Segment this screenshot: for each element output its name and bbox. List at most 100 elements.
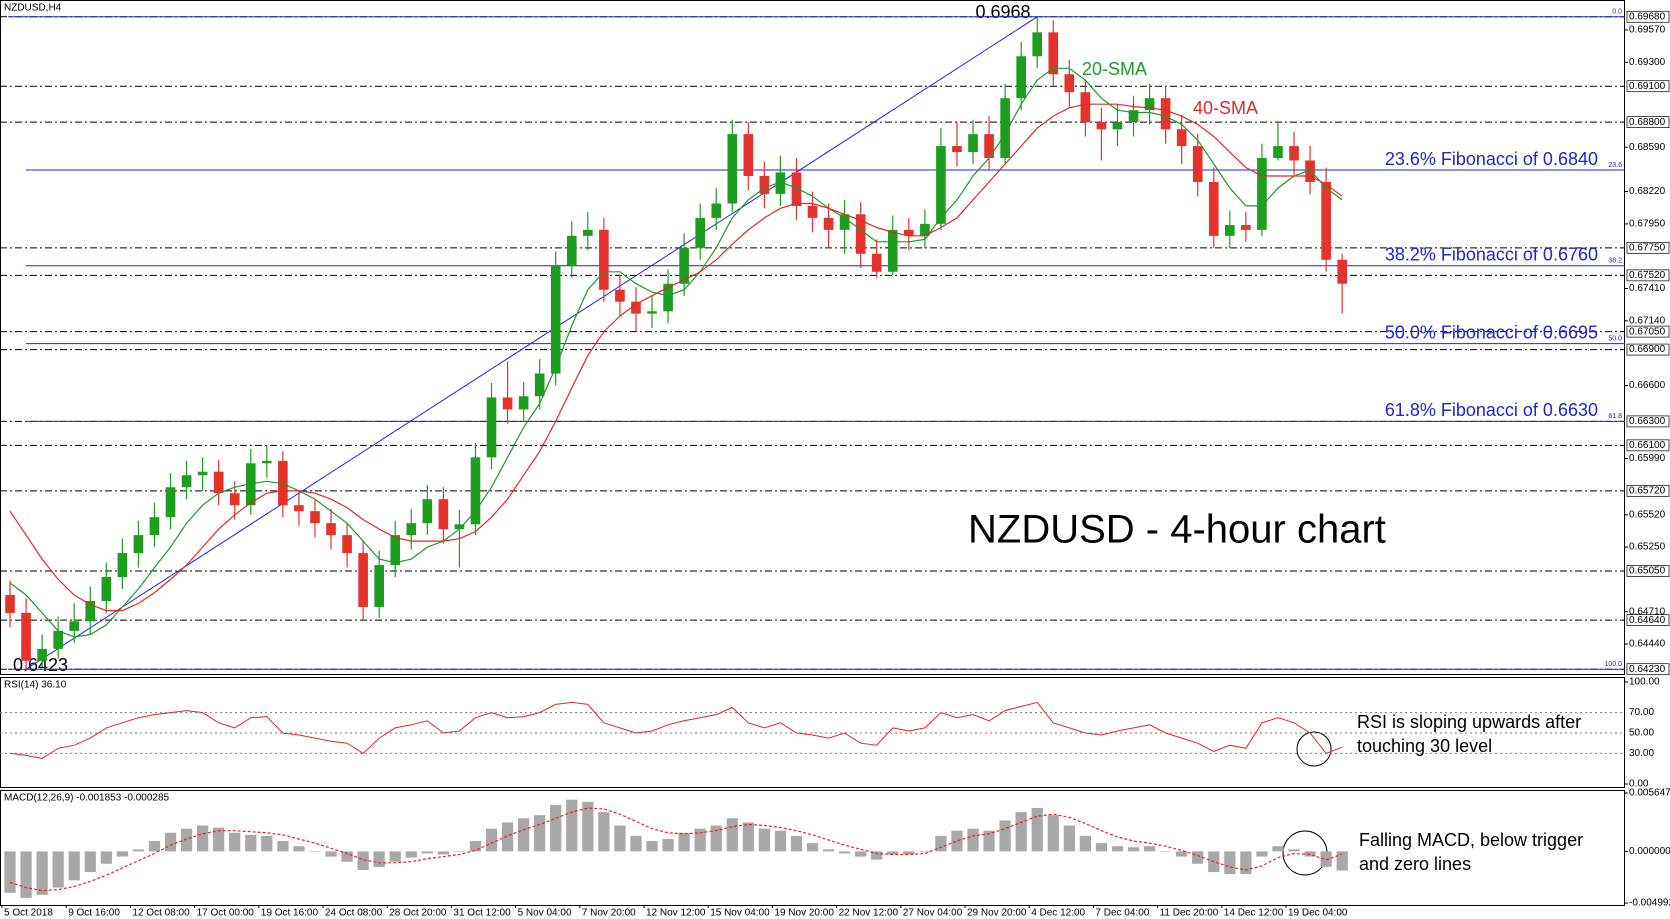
trendline [25, 16, 1038, 670]
rsi-note: touching 30 level [1357, 736, 1492, 756]
sma-line [9, 103, 1343, 612]
price-panel [0, 0, 1625, 675]
signal-line [9, 807, 1343, 892]
fib-label: 50.0% Fibonacci of 0.6695 [1385, 322, 1598, 342]
candle-body [294, 505, 304, 512]
candle-body [470, 457, 481, 525]
macd-bar [4, 851, 16, 893]
candle-body [85, 600, 96, 622]
macd-bar [903, 851, 915, 855]
y-tick-label: 70.00 [1629, 707, 1654, 718]
macd-bar [790, 835, 803, 852]
y-tick-label: 0.66600 [1629, 380, 1666, 391]
candle-body [807, 205, 818, 218]
macd-bar [710, 825, 722, 852]
x-tick-label: 9 Oct 16:00 [68, 908, 120, 919]
y-tick-label: 0.68590 [1629, 142, 1666, 153]
candle-body [1176, 129, 1187, 147]
macd-bar [887, 851, 899, 855]
y-tick-label: 50.00 [1629, 728, 1654, 739]
y-tick-label: 0.67050 [1629, 326, 1666, 337]
candle-body [1225, 225, 1235, 236]
macd-bar [630, 835, 642, 852]
sma-line [9, 67, 1343, 638]
level-box [1626, 663, 1670, 676]
x-tick-label: 19 Nov 20:00 [774, 908, 834, 919]
fib-label: 38.2% Fibonacci of 0.6760 [1385, 245, 1598, 265]
macd-bar [1031, 807, 1043, 852]
rsi-line [9, 701, 1343, 760]
candle-body [631, 301, 641, 314]
candle-body [326, 523, 336, 536]
candle-body [920, 223, 930, 236]
macd-bar [935, 835, 947, 852]
y-tick-label: 0.69680 [1629, 11, 1666, 22]
candle-body [133, 535, 144, 554]
macd-bar [148, 841, 161, 852]
macd-bar [1047, 815, 1059, 852]
macd-bar [598, 812, 610, 852]
candle-body [904, 229, 914, 236]
sma20-label: 20-SMA [1082, 59, 1147, 79]
macd-bar [1224, 851, 1236, 875]
x-tick-label: 7 Nov 20:00 [582, 908, 636, 919]
level-box [1626, 484, 1670, 497]
y-tick-label: 0.69570 [1629, 25, 1666, 36]
candle-body [1048, 32, 1059, 75]
candle-body [213, 471, 224, 494]
x-tick-label: 15 Nov 04:00 [710, 908, 770, 919]
y-tick-label: 0.64640 [1629, 615, 1666, 626]
x-tick-label: 14 Dec 12:00 [1224, 908, 1284, 919]
y-tick-label: 0.67140 [1629, 315, 1666, 326]
x-tick-label: 27 Nov 04:00 [903, 908, 963, 919]
x-tick-label: 5 Oct 2018 [4, 908, 53, 919]
candle-body [887, 229, 898, 272]
candle-body [968, 134, 978, 153]
macd-bar [437, 851, 449, 855]
y-tick-label: 0.64440 [1629, 639, 1666, 650]
candle-body [1273, 146, 1283, 159]
macd-bar [999, 820, 1011, 852]
macd-bar [662, 838, 674, 852]
candle-body [952, 146, 962, 153]
y-tick-label: 0.000000 [1629, 846, 1670, 857]
y-tick-label: 0.65990 [1629, 453, 1666, 464]
candle-body [53, 630, 63, 649]
candle-body [1337, 259, 1347, 284]
chart-title: NZDUSD,H4 [4, 3, 62, 14]
macd-bar [245, 834, 257, 852]
candle-body [1305, 160, 1315, 182]
macd-bar [534, 815, 546, 852]
x-tick-label: 17 Oct 00:00 [197, 908, 255, 919]
candle-body [566, 235, 577, 266]
x-tick-label: 5 Nov 04:00 [518, 908, 572, 919]
candle-body [1080, 92, 1091, 123]
candle-body [823, 217, 834, 230]
macd-bar [325, 851, 337, 857]
candle-body [422, 499, 433, 524]
macd-bar [180, 828, 193, 852]
level-box [1626, 116, 1670, 128]
y-tick-label: 0.69300 [1629, 57, 1666, 68]
macd-bar [726, 818, 738, 852]
y-tick-label: 100.00 [1629, 677, 1660, 688]
y-tick-label: -0.004992 [1629, 898, 1670, 909]
macd-bar [52, 851, 64, 888]
candle-body [1032, 32, 1043, 57]
macd-bar [983, 830, 995, 852]
candle-body [69, 621, 80, 631]
macd-bar [1272, 846, 1284, 852]
y-tick-label: 0.67410 [1629, 283, 1666, 294]
macd-bar [1304, 851, 1316, 857]
macd-bar [951, 830, 963, 852]
x-tick-label: 22 Nov 12:00 [839, 908, 899, 919]
candle-body [1160, 98, 1171, 130]
macd-bar [1336, 851, 1348, 871]
fib-label: 23.6% Fibonacci of 0.6840 [1385, 149, 1598, 169]
level-box [1626, 415, 1670, 428]
rsi-highlight [1296, 731, 1332, 767]
y-tick-label: 0.66100 [1629, 440, 1666, 451]
candle-body [149, 517, 160, 536]
macd-note: and zero lines [1359, 854, 1471, 874]
macd-bar [405, 851, 417, 858]
